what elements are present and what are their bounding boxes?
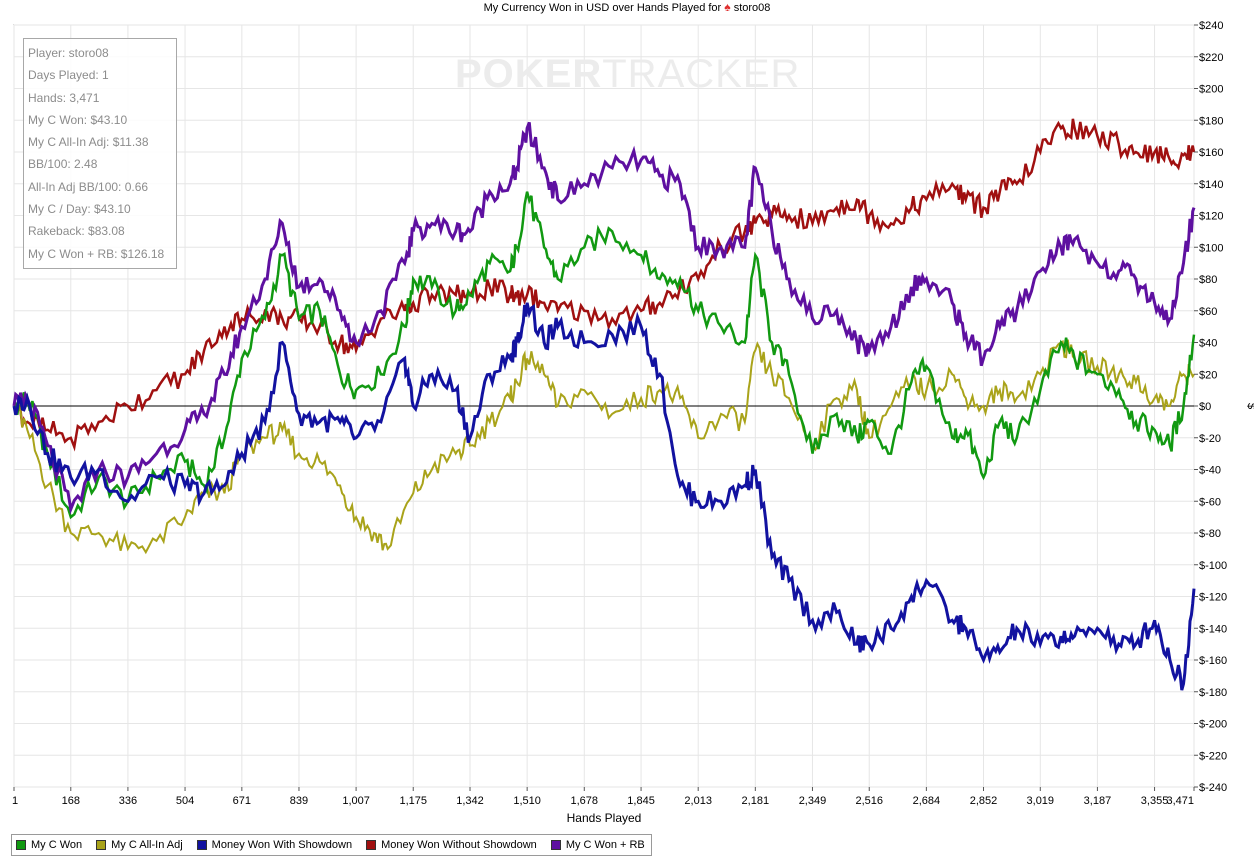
stat-hands: Hands: 3,471 (28, 90, 100, 105)
stat-all-in-adj-bb-100: All-In Adj BB/100: 0.66 (28, 179, 149, 194)
x-tick-label: 3,019 (1027, 795, 1055, 807)
y-tick-label: $-40 (1199, 465, 1221, 477)
legend-item-won-plus-rb[interactable]: My C Won + RB (550, 839, 645, 851)
y-tick-label: $80 (1199, 274, 1217, 286)
stat-all-in-adj: My C All-In Adj: $11.38 (28, 135, 149, 150)
chart-plot: $-240 $-220 $-200 $-180 $-160 $-140 $-120 $-100… (12, 20, 1254, 825)
legend-item-with-showdown[interactable]: Money Won With Showdown (196, 839, 353, 851)
y-tick-label: $60 (1199, 306, 1217, 318)
stats-box: Player: storo08 Days Played: 1 Hands: 3,… (23, 38, 177, 269)
legend-label: Money Won With Showdown (211, 839, 353, 851)
legend-item-without-showdown[interactable]: Money Won Without Showdown (366, 839, 537, 851)
x-tick-label: 3,187 (1084, 795, 1112, 807)
y-tick-label: $-60 (1199, 496, 1221, 508)
pokertracker-watermark: POKERTRACKER (455, 52, 800, 97)
spade-icon: ♠ (724, 0, 731, 14)
series-line-0 (13, 191, 1196, 520)
legend-label: My C Won + RB (565, 839, 645, 851)
x-tick-label: 671 (233, 795, 251, 807)
chart-legend: My C Won My C All-In Adj Money Won With … (11, 834, 652, 856)
legend-swatch (16, 840, 26, 850)
x-tick-label: 2,349 (799, 795, 827, 807)
x-tick-label: 1,510 (513, 795, 541, 807)
legend-item-my-c-won[interactable]: My C Won (16, 839, 82, 851)
grid-lines (13, 24, 1195, 788)
legend-label: Money Won Without Showdown (381, 839, 537, 851)
y-tick-label: $200 (1199, 84, 1223, 96)
x-tick-label: 2,013 (684, 795, 712, 807)
y-tick-label: $-140 (1199, 623, 1227, 635)
x-tick-label: 3,355 (1141, 795, 1169, 807)
stat-per-day: My C / Day: $43.10 (28, 202, 131, 217)
series-line-4 (12, 121, 1196, 515)
x-tick-label: 1,845 (627, 795, 655, 807)
x-tick-label: 1 (12, 795, 18, 807)
y-tick-label: $-220 (1199, 750, 1227, 762)
x-tick-label: 839 (290, 795, 308, 807)
stat-my-c-won: My C Won: $43.10 (28, 112, 128, 127)
y-tick-label: $140 (1199, 179, 1223, 191)
y-tick-label: $20 (1199, 369, 1217, 381)
stat-bb-100: BB/100: 2.48 (28, 157, 98, 172)
legend-swatch (550, 840, 561, 850)
legend-label: My C All-In Adj (111, 839, 183, 851)
x-tick-label: 3,471 (1166, 795, 1194, 807)
y-tick-label: $-80 (1199, 528, 1221, 540)
y-tick-label: $160 (1199, 147, 1223, 159)
legend-label: My C Won (31, 839, 83, 851)
stat-player: Player: storo08 (28, 46, 109, 60)
y-tick-label: $220 (1199, 52, 1223, 64)
y-axis-label: $ (1245, 403, 1254, 409)
stat-won-plus-rb: My C Won + RB: $126.18 (28, 246, 165, 261)
y-tick-label: $100 (1199, 242, 1223, 254)
x-tick-label: 1,342 (456, 795, 484, 807)
x-tick-label: 1,678 (571, 795, 599, 807)
x-tick-label: 2,516 (855, 795, 883, 807)
stat-days-played: Days Played: 1 (28, 68, 109, 83)
x-tick-label: 168 (62, 795, 80, 807)
series-layer (12, 118, 1196, 691)
y-tick-label: $-120 (1199, 592, 1227, 604)
x-tick-label: 2,684 (913, 795, 941, 807)
x-tick-label: 336 (119, 795, 137, 807)
watermark-bold: POKER (455, 52, 603, 96)
axes: $-240 $-220 $-200 $-180 $-160 $-140 $-120 $-100… (12, 20, 1254, 825)
x-tick-label: 1,175 (399, 795, 427, 807)
y-tick-label: $-100 (1199, 560, 1227, 572)
y-tick-label: $-180 (1199, 687, 1227, 699)
chart-player-name: storo08 (733, 2, 771, 14)
x-tick-label: 2,181 (742, 795, 770, 807)
y-tick-label: $0 (1199, 401, 1211, 413)
series-line-3 (13, 118, 1196, 452)
y-tick-label: $120 (1199, 211, 1223, 223)
watermark-light: TRACKER (602, 52, 801, 96)
legend-item-all-in-adj[interactable]: My C All-In Adj (96, 839, 183, 851)
x-tick-label: 1,007 (342, 795, 370, 807)
y-tick-label: $-240 (1199, 782, 1227, 794)
y-tick-label: $240 (1199, 20, 1223, 32)
series-line-2 (12, 302, 1196, 691)
y-tick-label: $-20 (1199, 433, 1221, 445)
x-axis-label: Hands Played (567, 811, 642, 825)
chart-title: My Currency Won in USD over Hands Played… (0, 0, 1254, 15)
y-tick-label: $180 (1199, 115, 1223, 127)
y-tick-label: $-160 (1199, 655, 1227, 667)
legend-swatch (96, 840, 107, 850)
stat-rakeback: Rakeback: $83.08 (28, 224, 125, 239)
x-tick-label: 504 (176, 795, 194, 807)
y-tick-label: $-200 (1199, 719, 1227, 731)
chart-title-text: My Currency Won in USD over Hands Played… (483, 2, 722, 14)
legend-swatch (366, 840, 377, 850)
x-tick-label: 2,852 (970, 795, 998, 807)
y-tick-label: $40 (1199, 338, 1217, 350)
legend-swatch (196, 840, 207, 850)
